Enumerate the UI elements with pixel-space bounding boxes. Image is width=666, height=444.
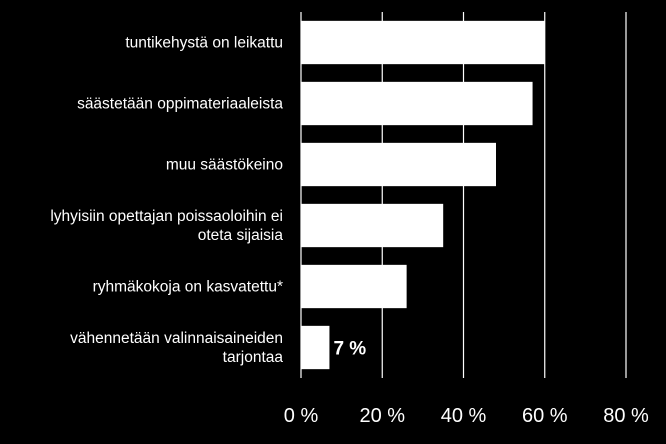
category-label-4: ryhmäkokoja on kasvatettu* xyxy=(93,279,283,296)
bar-4 xyxy=(301,264,407,309)
x-tick-label-4: 80 % xyxy=(603,405,649,427)
category-label-1-line-0: säästetään oppimateriaaleista xyxy=(77,96,283,113)
category-label-0: tuntikehystä on leikattu xyxy=(125,35,283,52)
bar-5 xyxy=(301,325,330,370)
data-label-5: 7 % xyxy=(333,339,366,360)
gridlines xyxy=(300,12,627,378)
bars xyxy=(301,20,545,370)
x-tick-labels: 0 % 20 % 40 % 60 % 80 % xyxy=(284,405,649,427)
category-label-3-line-1: oteta sijaisia xyxy=(198,227,284,244)
data-labels: 7 % xyxy=(333,339,366,360)
category-label-1: säästetään oppimateriaaleista xyxy=(77,96,283,113)
bar-1 xyxy=(301,81,533,126)
x-tick-label-1: 20 % xyxy=(359,405,405,427)
x-tick-label-3: 60 % xyxy=(522,405,568,427)
category-label-5-line-1: tarjontaa xyxy=(223,349,284,366)
bar-2 xyxy=(301,142,496,187)
category-label-2-line-0: muu säästökeino xyxy=(166,157,283,174)
category-label-5-line-0: vähennetään valinnaisaineiden xyxy=(70,330,283,347)
bar-3 xyxy=(301,203,444,248)
category-labels: tuntikehystä on leikattu säästetään oppim… xyxy=(50,35,283,367)
category-label-3-line-0: lyhyisiin opettajan poissaoloihin ei xyxy=(50,208,283,225)
x-tick-label-2: 40 % xyxy=(441,405,487,427)
category-label-5: vähennetään valinnaisaineiden tarjontaa xyxy=(70,330,283,366)
bar-0 xyxy=(301,20,545,65)
category-label-0-line-0: tuntikehystä on leikattu xyxy=(125,35,283,52)
x-tick-label-0: 0 % xyxy=(284,405,319,427)
category-label-2: muu säästökeino xyxy=(166,157,283,174)
category-label-3: lyhyisiin opettajan poissaoloihin ei otet… xyxy=(50,208,283,244)
category-label-4-line-0: ryhmäkokoja on kasvatettu* xyxy=(93,279,283,296)
